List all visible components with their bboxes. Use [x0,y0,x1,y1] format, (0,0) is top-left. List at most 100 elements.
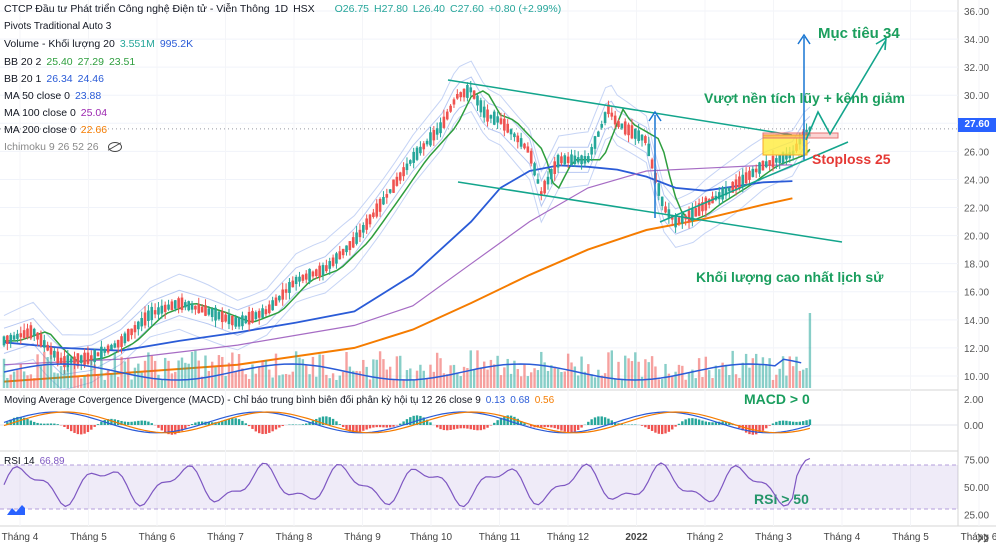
volume-bar [758,364,761,388]
volume-bar [214,367,217,388]
macd-histogram-bar [335,421,338,425]
volume-bar [526,376,530,388]
macd-histogram-bar [150,423,153,425]
candle-body [573,155,577,165]
volume-bar [328,378,331,388]
macd-histogram-bar [704,421,708,425]
macd-histogram-bar [291,424,294,425]
ma50-legend[interactable]: MA 50 close 0 23.88 [4,90,106,103]
candle-body [147,310,150,321]
arrow-head-icon [797,33,811,45]
macd-histogram-bar [446,425,449,431]
time-tick-label: Tháng 8 [276,532,313,543]
volume-bar [721,362,724,388]
candle-body [506,123,509,133]
volume-bar [399,355,402,388]
volume-bar [190,351,194,388]
candle-body [560,156,563,164]
candle-body [167,304,170,310]
candle-body [580,155,583,165]
macd-histogram-bar [439,425,442,430]
time-tick-label: Tháng 11 [479,532,521,543]
volume-bar [308,374,311,388]
macd-histogram-bar [778,420,781,425]
macd-histogram-bar [543,425,546,428]
candle-body [738,176,741,189]
candle-body [546,176,550,185]
macd-histogram-bar [593,417,597,425]
macd-histogram-bar [241,420,244,425]
volume-bar [587,364,590,388]
candle-body [284,289,288,293]
candle-body [177,298,180,309]
candle-body [123,333,127,344]
volume-bar [298,357,301,388]
bb2-legend[interactable]: BB 20 1 26.34 24.46 [4,73,109,86]
candle-body [241,315,244,327]
rsi-legend[interactable]: RSI 14 66.89 [4,455,70,468]
rsi-label: RSI 14 [4,456,35,467]
macd-line-value: 0.68 [510,395,530,406]
volume-bar [600,375,603,388]
volume-bar [466,368,469,388]
symbol-title[interactable]: CTCP Đầu tư Phát triển Công nghệ Điện tử… [4,3,270,15]
hidden-eye-icon[interactable] [107,142,122,153]
interval[interactable]: 1D [274,3,289,15]
volume-bar [29,374,33,388]
candle-body [291,280,295,288]
price-tick-label: 32.00 [964,63,989,74]
volume-bar [513,360,516,388]
ichimoku-legend[interactable]: Ichimoku 9 26 52 26 [4,141,127,154]
candle-body [486,109,489,122]
volume-bar [76,376,80,388]
candle-body [607,104,610,115]
go-to-realtime-icon[interactable] [976,532,992,547]
bb-basis-line [4,90,811,363]
volume-bar [781,356,785,388]
macd-histogram-bar [86,425,90,433]
candle-body [264,309,268,315]
macd-histogram-bar [123,421,127,425]
macd-histogram-bar [83,425,86,434]
macd-histogram-bar [469,425,472,430]
volume-bar [607,352,610,388]
volume-bar [419,364,422,388]
bb1-legend[interactable]: BB 20 2 25.40 27.29 23.51 [4,56,140,69]
volume-bar [627,358,630,388]
macd-histogram-bar [43,423,46,425]
candle-body [744,172,748,184]
macd-legend[interactable]: Moving Average Covergence Divergence (MA… [4,394,559,407]
candle-body [704,197,708,211]
candle-body [140,317,143,327]
ma100-label: MA 100 close 0 [4,107,76,119]
macd-histogram-bar [22,417,26,425]
candle-body [550,168,553,180]
candle-body [429,132,432,146]
ma200-legend[interactable]: MA 200 close 0 22.66 [4,124,112,137]
macd-histogram-bar [741,425,744,431]
volume-bar [66,363,70,388]
price-tick-label: 14.00 [964,316,989,327]
volume-bar [701,377,704,388]
volume-annotation: Khối lượng cao nhất lịch sử [696,269,884,285]
candle-body [556,154,560,168]
macd-histogram-bar [328,417,331,425]
ma100-legend[interactable]: MA 100 close 0 25.04 [4,107,112,120]
volume-bar [382,359,385,388]
macd-histogram-bar [681,421,684,425]
time-tick-label: Tháng 5 [70,532,107,543]
candle-body [758,162,761,174]
volume-bar [288,374,291,388]
macd-histogram-bar [707,422,711,425]
ma200-label: MA 200 close 0 [4,124,76,136]
candle-body [351,237,355,248]
volume-legend[interactable]: Volume - Khối lượng 20 3.551M 995.2K [4,38,198,51]
volume-bar [355,370,358,388]
candle-body [301,274,305,281]
volume-bar [375,359,378,388]
volume-bar [691,369,694,388]
macd-histogram-bar [305,423,308,425]
volume-bar [754,353,758,388]
pivots-legend[interactable]: Pivots Traditional Auto 3 [4,20,116,33]
